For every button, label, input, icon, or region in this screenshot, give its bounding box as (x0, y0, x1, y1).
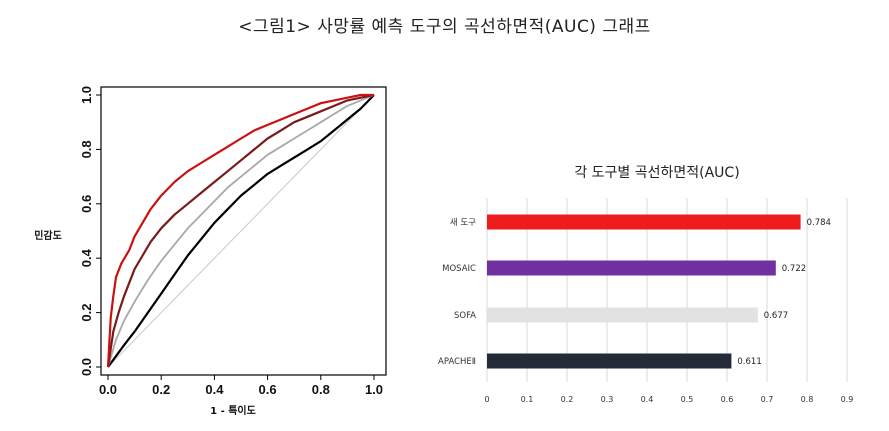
bar (487, 353, 732, 369)
bar-chart-title: 각 도구별 곡선하면적(AUC) (574, 165, 739, 181)
bar-x-tick-label: 0 (484, 395, 489, 404)
x-tick-label: 1.0 (365, 382, 383, 397)
roc-curve-2 (107, 94, 375, 368)
roc-chart: 0.0 0.2 0.4 0.6 0.8 1.0 0.0 0.2 0.4 0.6 0.8 1.0 1 - … (34, 86, 387, 417)
bar-x-tick-label: 0.4 (641, 395, 654, 404)
bar-chart: 각 도구별 곡선하면적(AUC) 0 0.1 0.2 0.3 0.4 0.5 0.6 0.7 0.… (438, 165, 853, 404)
bar-category-label: MOSAIC (442, 264, 476, 274)
x-axis-label: 1 - 특이도 (210, 404, 256, 417)
y-tick-label: 0.4 (79, 248, 94, 267)
bar-x-tick-label: 0.8 (801, 395, 814, 404)
bar-category-label: SOFA (454, 311, 476, 321)
bar-category-label: 새 도구 (450, 218, 476, 228)
bar (487, 260, 776, 276)
bar (487, 307, 758, 323)
y-tick-label: 0.0 (79, 358, 94, 376)
x-tick-label: 0.4 (205, 382, 224, 397)
roc-curve-1 (106, 93, 375, 368)
bar-x-tick-label: 0.3 (601, 395, 614, 404)
bar-x-tick-label: 0.6 (721, 395, 734, 404)
y-axis-label: 민감도 (34, 229, 62, 242)
y-tick-label: 1.0 (79, 86, 94, 104)
bar-x-tick-label: 0.2 (561, 395, 574, 404)
plot-frame (100, 86, 387, 376)
bar-category-label: APACHEⅡ (438, 357, 476, 367)
y-tick-label: 0.6 (79, 195, 94, 213)
bar-value-label: 0.611 (737, 357, 761, 367)
x-tick-label: 0.8 (312, 382, 330, 397)
roc-curve-3 (107, 94, 375, 368)
bar-value-label: 0.722 (782, 264, 806, 274)
x-tick-label: 0.2 (152, 382, 170, 397)
page-title: <그림1> 사망률 예측 도구의 곡선하면적(AUC) 그래프 (238, 17, 651, 37)
roc-curve-4 (107, 94, 375, 368)
y-tick-label: 0.8 (79, 140, 94, 158)
roc-curve-0 (106, 93, 374, 368)
bar-x-tick-label: 0.1 (521, 395, 534, 404)
bar-x-tick-label: 0.5 (681, 395, 694, 404)
bar-x-tick-label: 0.9 (841, 395, 854, 404)
x-tick-label: 0.6 (259, 382, 277, 397)
bar-value-label: 0.784 (807, 218, 831, 228)
x-tick-label: 0.0 (99, 382, 117, 397)
bar (487, 214, 801, 230)
bar-value-label: 0.677 (764, 311, 788, 321)
y-tick-label: 0.2 (79, 304, 94, 322)
bar-x-tick-label: 0.7 (761, 395, 774, 404)
